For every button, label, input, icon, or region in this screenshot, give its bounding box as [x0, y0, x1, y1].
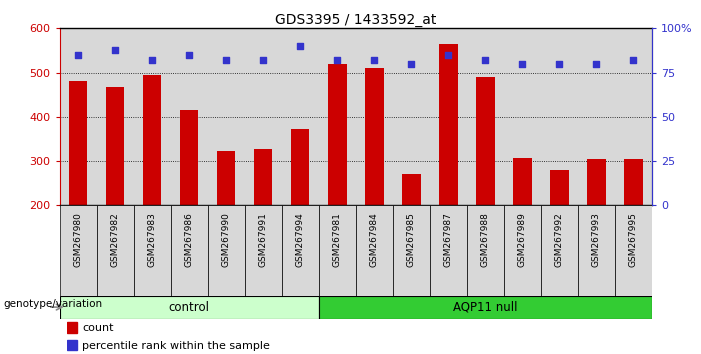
- Bar: [355, 205, 393, 296]
- Bar: [180, 110, 198, 205]
- Text: GSM267989: GSM267989: [518, 212, 527, 267]
- Text: GSM267990: GSM267990: [222, 212, 231, 267]
- Bar: [60, 28, 97, 205]
- Text: AQP11 null: AQP11 null: [453, 301, 517, 314]
- Bar: [170, 28, 207, 205]
- Bar: [69, 81, 88, 205]
- Point: [72, 52, 83, 58]
- Point: [369, 57, 380, 63]
- Point: [257, 57, 268, 63]
- Bar: [67, 322, 77, 333]
- Text: GSM267993: GSM267993: [592, 212, 601, 267]
- Bar: [67, 340, 77, 350]
- Bar: [393, 28, 430, 205]
- Text: GSM267985: GSM267985: [407, 212, 416, 267]
- Bar: [319, 296, 652, 319]
- Bar: [504, 28, 541, 205]
- Bar: [578, 28, 615, 205]
- Bar: [355, 28, 393, 205]
- Text: GSM267988: GSM267988: [481, 212, 490, 267]
- Bar: [550, 170, 569, 205]
- Bar: [319, 28, 355, 205]
- Bar: [541, 28, 578, 205]
- Text: control: control: [169, 301, 210, 314]
- Bar: [615, 28, 652, 205]
- Bar: [439, 44, 458, 205]
- Title: GDS3395 / 1433592_at: GDS3395 / 1433592_at: [275, 13, 437, 27]
- Bar: [513, 158, 531, 205]
- Text: GSM267983: GSM267983: [148, 212, 156, 267]
- Bar: [402, 175, 421, 205]
- Bar: [245, 205, 282, 296]
- Bar: [97, 28, 134, 205]
- Bar: [282, 28, 319, 205]
- Point: [221, 57, 232, 63]
- Point: [109, 47, 121, 52]
- Point: [443, 52, 454, 58]
- Bar: [504, 205, 541, 296]
- Text: GSM267980: GSM267980: [74, 212, 83, 267]
- Text: GSM267987: GSM267987: [444, 212, 453, 267]
- Text: genotype/variation: genotype/variation: [4, 298, 102, 309]
- Point: [517, 61, 528, 67]
- Bar: [430, 28, 467, 205]
- Point: [147, 57, 158, 63]
- Point: [184, 52, 195, 58]
- Bar: [467, 205, 504, 296]
- Bar: [393, 205, 430, 296]
- Bar: [106, 87, 124, 205]
- Bar: [134, 28, 170, 205]
- Point: [332, 57, 343, 63]
- Bar: [291, 129, 309, 205]
- Bar: [245, 28, 282, 205]
- Bar: [60, 205, 97, 296]
- Text: GSM267982: GSM267982: [111, 212, 120, 267]
- Point: [479, 57, 491, 63]
- Bar: [624, 159, 643, 205]
- Text: GSM267994: GSM267994: [296, 212, 305, 267]
- Text: GSM267991: GSM267991: [259, 212, 268, 267]
- Bar: [365, 68, 383, 205]
- Bar: [476, 77, 495, 205]
- Point: [554, 61, 565, 67]
- Bar: [578, 205, 615, 296]
- Bar: [217, 151, 236, 205]
- Bar: [587, 159, 606, 205]
- Bar: [207, 28, 245, 205]
- Bar: [143, 75, 161, 205]
- Point: [294, 43, 306, 49]
- Bar: [328, 64, 346, 205]
- Bar: [430, 205, 467, 296]
- Bar: [319, 205, 355, 296]
- Bar: [97, 205, 134, 296]
- Bar: [541, 205, 578, 296]
- Bar: [467, 28, 504, 205]
- Bar: [282, 205, 319, 296]
- Text: GSM267981: GSM267981: [333, 212, 342, 267]
- Text: count: count: [83, 323, 114, 333]
- Text: GSM267984: GSM267984: [369, 212, 379, 267]
- Bar: [615, 205, 652, 296]
- Point: [406, 61, 417, 67]
- Bar: [207, 205, 245, 296]
- Bar: [170, 205, 207, 296]
- Text: percentile rank within the sample: percentile rank within the sample: [83, 341, 271, 350]
- Point: [591, 61, 602, 67]
- Bar: [134, 205, 170, 296]
- Bar: [254, 149, 273, 205]
- Point: [628, 57, 639, 63]
- Text: GSM267995: GSM267995: [629, 212, 638, 267]
- Text: GSM267986: GSM267986: [184, 212, 193, 267]
- Bar: [60, 296, 319, 319]
- Text: GSM267992: GSM267992: [555, 212, 564, 267]
